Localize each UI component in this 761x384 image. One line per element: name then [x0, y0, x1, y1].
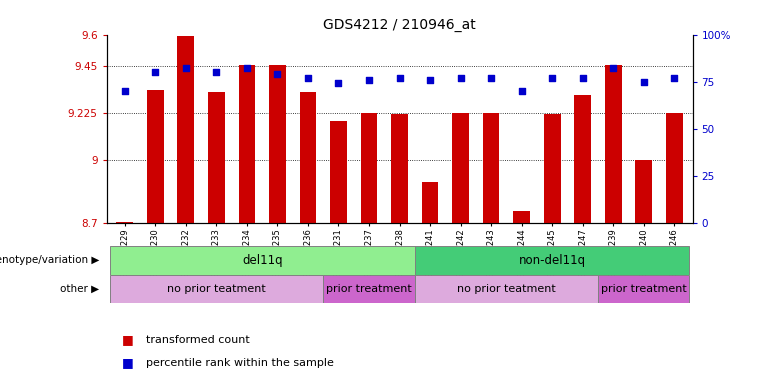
Bar — [300, 92, 317, 223]
Bar — [605, 65, 622, 223]
Point — [272, 71, 284, 77]
Bar — [452, 113, 469, 223]
Point — [149, 69, 161, 75]
Text: percentile rank within the sample: percentile rank within the sample — [146, 358, 334, 368]
Bar — [415, 246, 689, 275]
Text: other ▶: other ▶ — [60, 284, 99, 294]
Point — [424, 77, 436, 83]
Bar — [482, 113, 499, 223]
Text: no prior teatment: no prior teatment — [457, 284, 556, 294]
Point — [363, 77, 375, 83]
Point — [119, 88, 131, 94]
Bar — [269, 65, 286, 223]
Bar — [543, 114, 561, 223]
Point — [454, 75, 466, 81]
Point — [546, 75, 559, 81]
Title: GDS4212 / 210946_at: GDS4212 / 210946_at — [323, 18, 476, 32]
Bar — [666, 113, 683, 223]
Bar — [116, 222, 133, 223]
Bar — [323, 275, 415, 303]
Bar — [208, 92, 224, 223]
Point — [302, 75, 314, 81]
Text: del11q: del11q — [242, 254, 282, 266]
Point — [638, 79, 650, 85]
Point — [668, 75, 680, 81]
Text: prior treatment: prior treatment — [600, 284, 686, 294]
Text: prior treatment: prior treatment — [326, 284, 412, 294]
Text: ■: ■ — [122, 356, 133, 369]
Point — [240, 65, 253, 71]
Text: transformed count: transformed count — [146, 335, 250, 345]
Bar — [330, 121, 347, 223]
Point — [210, 69, 222, 75]
Bar — [391, 114, 408, 223]
Text: ■: ■ — [122, 333, 133, 346]
Bar — [422, 182, 438, 223]
Bar — [513, 211, 530, 223]
Bar — [361, 113, 377, 223]
Bar — [177, 36, 194, 223]
Bar — [635, 160, 652, 223]
Bar — [147, 90, 164, 223]
Point — [577, 75, 589, 81]
Point — [333, 80, 345, 86]
Text: no prior teatment: no prior teatment — [167, 284, 266, 294]
Bar — [110, 275, 323, 303]
Point — [607, 65, 619, 71]
Bar — [415, 275, 598, 303]
Text: genotype/variation ▶: genotype/variation ▶ — [0, 255, 99, 265]
Text: non-del11q: non-del11q — [518, 254, 586, 266]
Bar — [238, 65, 256, 223]
Bar — [575, 95, 591, 223]
Point — [515, 88, 527, 94]
Bar — [598, 275, 689, 303]
Point — [393, 75, 406, 81]
Bar — [110, 246, 415, 275]
Point — [180, 65, 192, 71]
Point — [485, 75, 497, 81]
